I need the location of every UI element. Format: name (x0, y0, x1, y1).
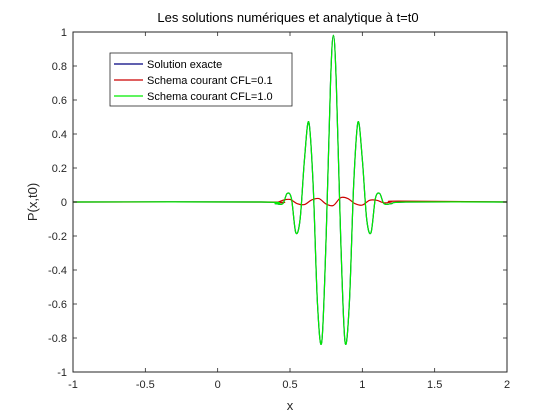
legend[interactable]: Solution exacte Schema courant CFL=0.1 Sch… (109, 52, 293, 107)
y-axis-label: P(x,t0) (25, 183, 40, 221)
x-tick-label: -0.5 (136, 379, 155, 391)
x-tick-label: 0 (215, 379, 221, 391)
y-tick-label: 0.4 (52, 129, 67, 141)
x-tick-label: 2 (504, 379, 510, 391)
y-tick-label: 0.6 (52, 95, 67, 107)
series-line-3 (72, 34, 508, 345)
y-tick-label: 1 (61, 27, 67, 39)
x-tick-label: 1.5 (427, 379, 442, 391)
legend-label-2: Schema courant CFL=0.1 (147, 75, 273, 87)
y-tick-label: -0.6 (48, 299, 67, 311)
legend-label-3: Schema courant CFL=1.0 (147, 91, 273, 103)
y-tick-label: -0.4 (48, 265, 67, 277)
y-tick-label: -1 (57, 367, 67, 379)
x-axis-label: x (287, 398, 294, 413)
x-tick-label: -1 (68, 379, 78, 391)
legend-items: Solution exacte Schema courant CFL=0.1 Sch… (114, 59, 273, 103)
legend-label-1: Solution exacte (147, 59, 222, 71)
y-tick-label: -0.8 (48, 333, 67, 345)
y-tick-label: 0.2 (52, 163, 67, 175)
series-layer (72, 34, 508, 345)
x-tick-label: 0.5 (282, 379, 297, 391)
y-tick-label: -0.2 (48, 231, 67, 243)
y-tick-label: 0.8 (52, 61, 67, 73)
y-tick-label: 0 (61, 197, 67, 209)
chart-title: Les solutions numériques et analytique à… (157, 10, 418, 25)
ticks-layer: -1 -0.5 0 0.5 1 1.5 2 -1 -0.8 -0.6 -0.4 -0.2 0 0.2 0.4… (48, 27, 510, 391)
x-tick-label: 1 (359, 379, 365, 391)
